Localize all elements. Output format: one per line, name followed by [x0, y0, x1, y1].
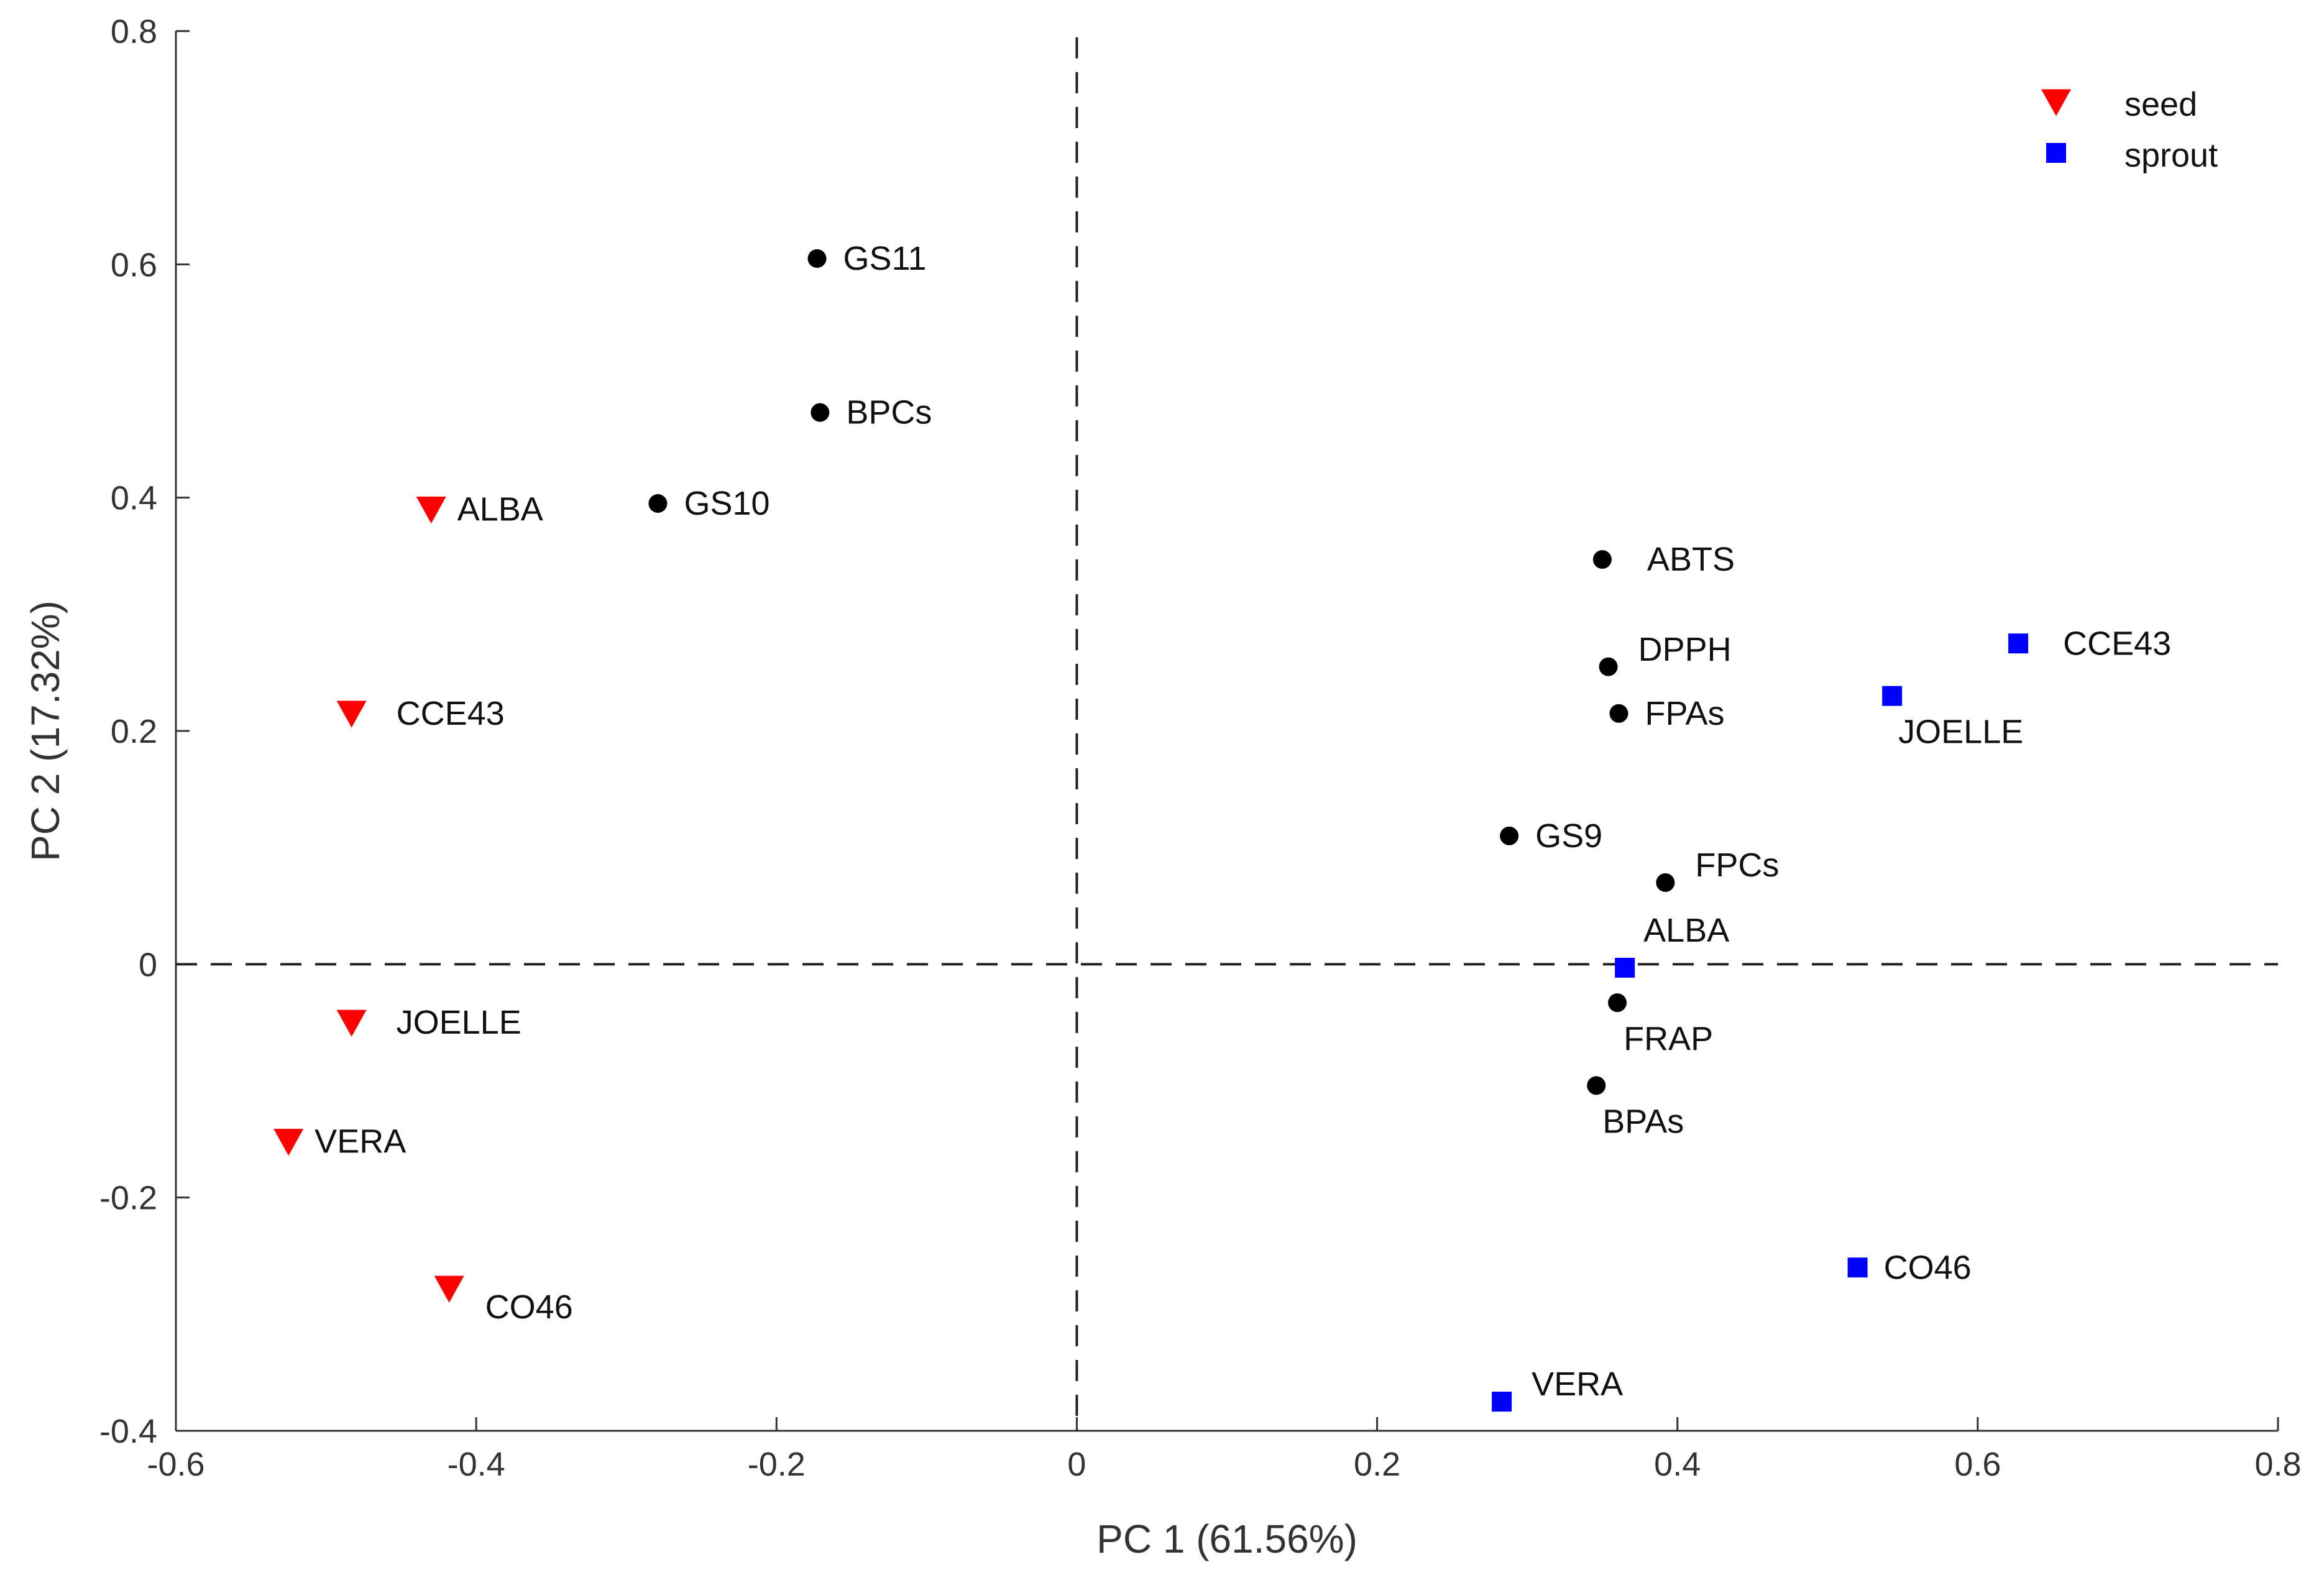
variables-point-dpph — [1599, 657, 1618, 676]
x-tick-label: -0.4 — [448, 1446, 505, 1483]
variables-label-bpcs: BPCs — [846, 394, 932, 431]
variables-label-gs9: GS9 — [1535, 817, 1602, 855]
y-tick-label: -0.4 — [99, 1413, 157, 1450]
variables-point-bpas — [1587, 1076, 1606, 1095]
variables-label-fpas: FPAs — [1645, 695, 1725, 732]
variables-point-fpcs — [1656, 873, 1675, 892]
y-tick-label: 0.6 — [111, 246, 157, 283]
legend-label-sprout: sprout — [2124, 137, 2218, 174]
seed-point-cce43 — [336, 700, 367, 728]
sprout-point-alba — [1615, 957, 1635, 978]
sprout-label-cce43: CCE43 — [2063, 625, 2171, 662]
variables-point-gs10 — [648, 494, 668, 513]
sprout-label-joelle: JOELLE — [1898, 714, 2023, 751]
sprout-point-joelle — [1882, 686, 1903, 706]
legend-marker-seed — [2041, 89, 2071, 116]
seed-point-alba — [416, 497, 446, 524]
seed-label-joelle: JOELLE — [397, 1004, 521, 1041]
reference-lines — [176, 37, 2278, 1431]
variables-label-gs10: GS10 — [684, 485, 769, 522]
y-tick-label: 0.4 — [111, 480, 157, 517]
seed-label-vera: VERA — [315, 1123, 406, 1160]
x-tick-label: 0.4 — [1654, 1446, 1701, 1483]
axes: -0.6 -0.4 -0.2 0 0.2 0.4 0.6 0.8-0.4-0.200.20.4… — [99, 13, 2302, 1483]
y-tick-label: -0.2 — [99, 1180, 157, 1217]
sprout-label-co46: CO46 — [1884, 1249, 1972, 1286]
x-tick-label: 0.6 — [1954, 1446, 2001, 1483]
variables-point-gs11 — [807, 249, 827, 268]
variables-label-fpcs: FPCs — [1695, 847, 1779, 884]
variables-point-gs9 — [1500, 826, 1519, 845]
variables-point-fpas — [1609, 704, 1628, 723]
legend: seed sprout — [2041, 86, 2218, 174]
variables-point-abts — [1592, 550, 1612, 569]
x-axis-title: PC 1 (61.56%) — [1096, 1517, 1357, 1561]
seed-point-co46 — [434, 1275, 464, 1303]
x-tick-label: 0.8 — [2254, 1446, 2301, 1483]
seed-point-vera — [273, 1129, 304, 1156]
x-tick-label: -0.6 — [147, 1446, 204, 1483]
y-tick-label: 0.2 — [111, 713, 157, 750]
variables-point-bpcs — [811, 403, 830, 422]
variables-label-bpas: BPAs — [1602, 1103, 1684, 1141]
variables-label-dpph: DPPH — [1638, 631, 1732, 668]
seed-label-cce43: CCE43 — [397, 695, 505, 732]
seed-label-alba: ALBA — [457, 490, 543, 528]
sprout-point-vera — [1492, 1392, 1512, 1412]
legend-label-seed: seed — [2124, 86, 2197, 123]
x-tick-label: 0 — [1067, 1446, 1086, 1483]
variables-label-gs11: GS11 — [843, 240, 927, 277]
y-axis-title: PC 2 (17.32%) — [23, 600, 68, 861]
y-tick-label: 0.8 — [111, 13, 157, 50]
y-tick-label: 0 — [139, 946, 157, 983]
variables-point-frap — [1608, 993, 1627, 1012]
x-tick-label: 0.2 — [1354, 1446, 1400, 1483]
sprout-label-alba: ALBA — [1643, 912, 1729, 949]
seed-point-joelle — [336, 1009, 367, 1037]
variables-label-frap: FRAP — [1624, 1020, 1713, 1057]
variables-label-abts: ABTS — [1647, 541, 1735, 578]
sprout-point-co46 — [1847, 1257, 1868, 1278]
point-labels: ALBA CCE43 JOELLE VERA CO46 CCE43 JOELLE ALBA CO… — [315, 240, 2171, 1403]
data-points — [273, 249, 2029, 1412]
sprout-label-vera: VERA — [1532, 1366, 1623, 1403]
sprout-point-cce43 — [2008, 633, 2029, 654]
seed-label-co46: CO46 — [485, 1288, 573, 1326]
legend-marker-sprout — [2046, 143, 2066, 163]
x-tick-label: -0.2 — [748, 1446, 806, 1483]
